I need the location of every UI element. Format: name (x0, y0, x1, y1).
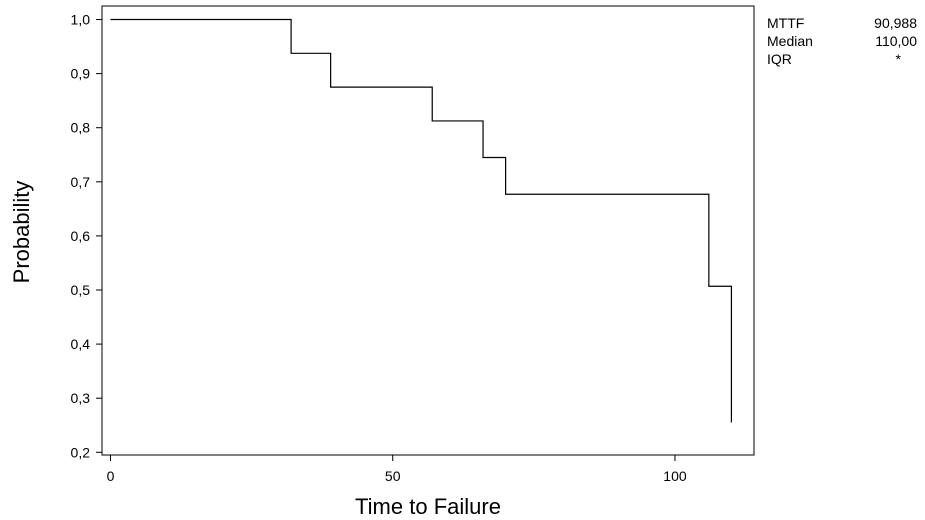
stat-label: IQR (767, 51, 792, 67)
x-tick-label: 100 (663, 468, 687, 484)
y-tick-label: 0,9 (71, 66, 91, 82)
stat-row-median: Median 110,00 (767, 32, 917, 50)
y-axis-title: Probability (9, 181, 34, 284)
y-tick-label: 0,5 (71, 282, 91, 298)
x-axis-title: Time to Failure (355, 494, 501, 519)
x-tick-label: 0 (107, 468, 115, 484)
y-tick-label: 0,7 (71, 174, 91, 190)
y-tick-label: 0,4 (71, 336, 91, 352)
stat-value: * (895, 51, 901, 67)
stat-row-iqr: IQR * (767, 50, 917, 68)
stat-row-mttf: MTTF 90,988 (767, 14, 917, 32)
survival-step-line (110, 18, 733, 423)
summary-stats: MTTF 90,988 Median 110,00 IQR * (767, 14, 917, 68)
plot-frame (101, 5, 755, 456)
stat-value: 110,00 (875, 33, 917, 49)
x-axis: 0 50 100 (107, 455, 687, 484)
y-tick-label: 0,8 (71, 120, 91, 136)
stat-value: 90,988 (874, 15, 917, 31)
stat-label: MTTF (767, 15, 805, 31)
y-tick-label: 1,0 (71, 12, 91, 28)
y-tick-label: 0,3 (71, 390, 91, 406)
y-tick-label: 0,6 (71, 228, 91, 244)
x-tick-label: 50 (385, 468, 401, 484)
y-axis: 0,2 0,3 0,4 0,5 0,6 0,7 0,8 0,9 1,0 (71, 12, 102, 460)
stat-label: Median (767, 33, 813, 49)
y-tick-label: 0,2 (71, 444, 91, 460)
